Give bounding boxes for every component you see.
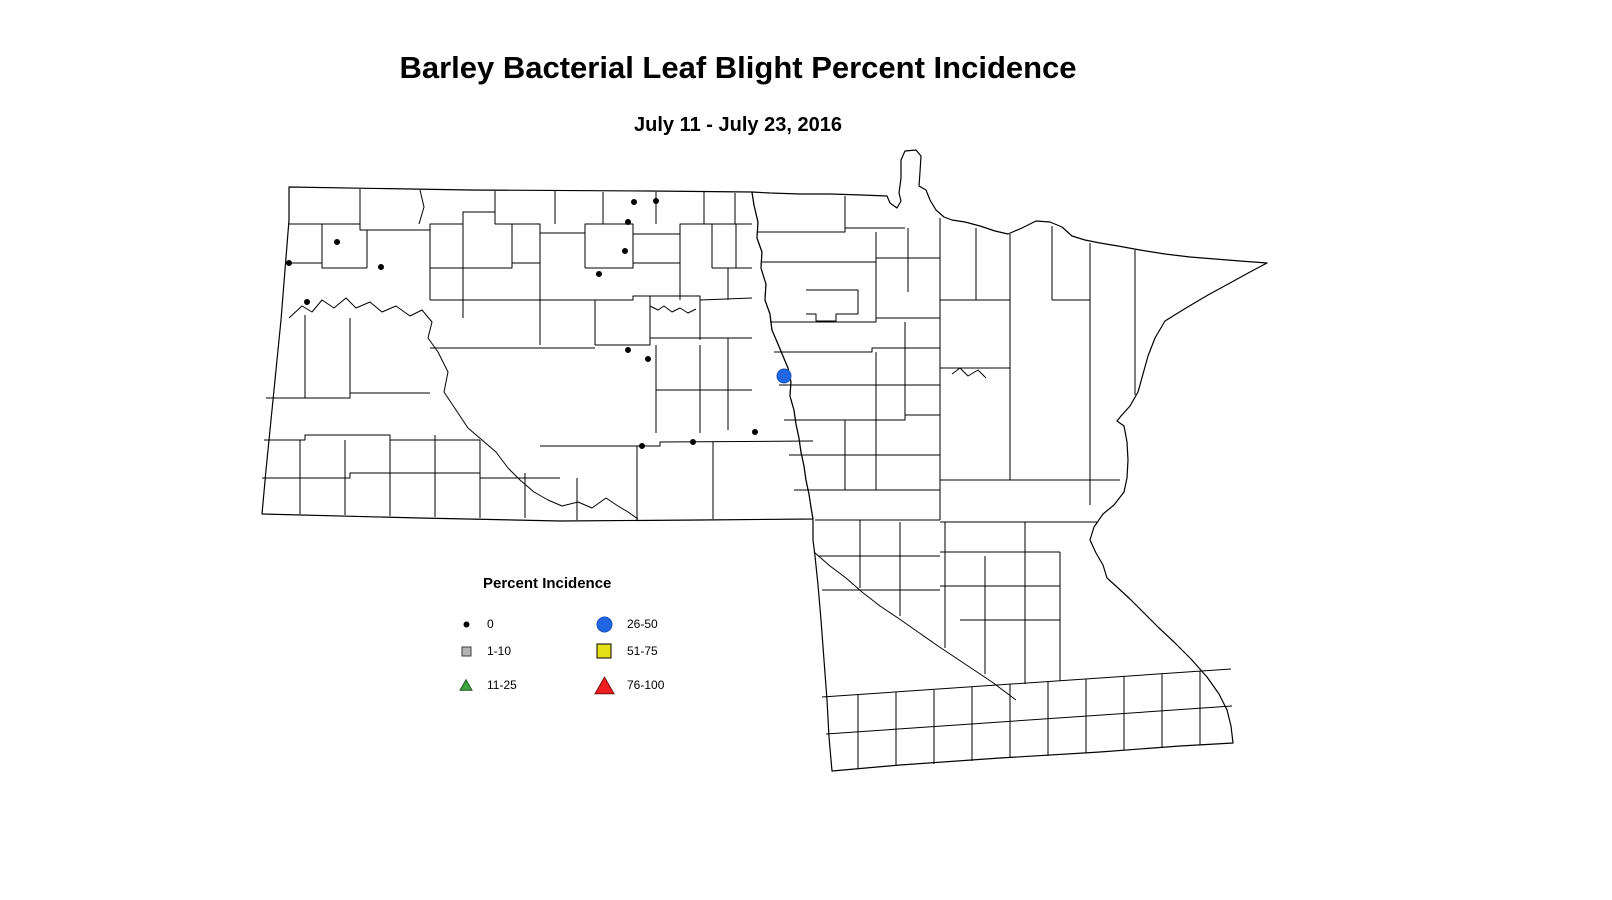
minnesota-county-lines — [757, 196, 1233, 769]
legend-symbol-triangle — [593, 675, 615, 694]
incidence-marker — [286, 260, 292, 266]
incidence-marker — [334, 239, 340, 245]
incidence-marker — [625, 347, 631, 353]
plot-subtitle: July 11 - July 23, 2016 — [634, 114, 842, 136]
legend-label: 51-75 — [627, 644, 658, 658]
incidence-marker — [625, 219, 631, 225]
legend-label: 76-100 — [627, 678, 665, 692]
map-markers — [286, 198, 792, 449]
plot-title: Barley Bacterial Leaf Blight Percent Inc… — [399, 50, 1077, 85]
legend-symbol-square — [461, 646, 471, 656]
legend-label: 0 — [487, 617, 494, 631]
legend-label: 1-10 — [487, 644, 512, 658]
legend-title: Percent Incidence — [483, 575, 612, 592]
incidence-marker — [622, 248, 628, 254]
incidence-marker — [378, 264, 384, 270]
incidence-marker — [776, 368, 792, 384]
legend-symbol-triangle — [459, 678, 473, 691]
incidence-marker — [645, 356, 651, 362]
incidence-marker — [752, 429, 758, 435]
incidence-marker — [639, 443, 645, 449]
incidence-marker — [690, 439, 696, 445]
incidence-marker — [304, 299, 310, 305]
legend-label: 11-25 — [487, 678, 517, 692]
legend-label: 26-50 — [627, 617, 658, 631]
incidence-marker — [631, 199, 637, 205]
incidence-marker — [596, 271, 602, 277]
legend-symbol-circle — [596, 616, 612, 632]
legend-symbol-dot — [463, 621, 469, 627]
incidence-marker — [653, 198, 659, 204]
north-dakota-county-lines — [262, 189, 814, 520]
legend-symbol-square — [596, 643, 612, 659]
